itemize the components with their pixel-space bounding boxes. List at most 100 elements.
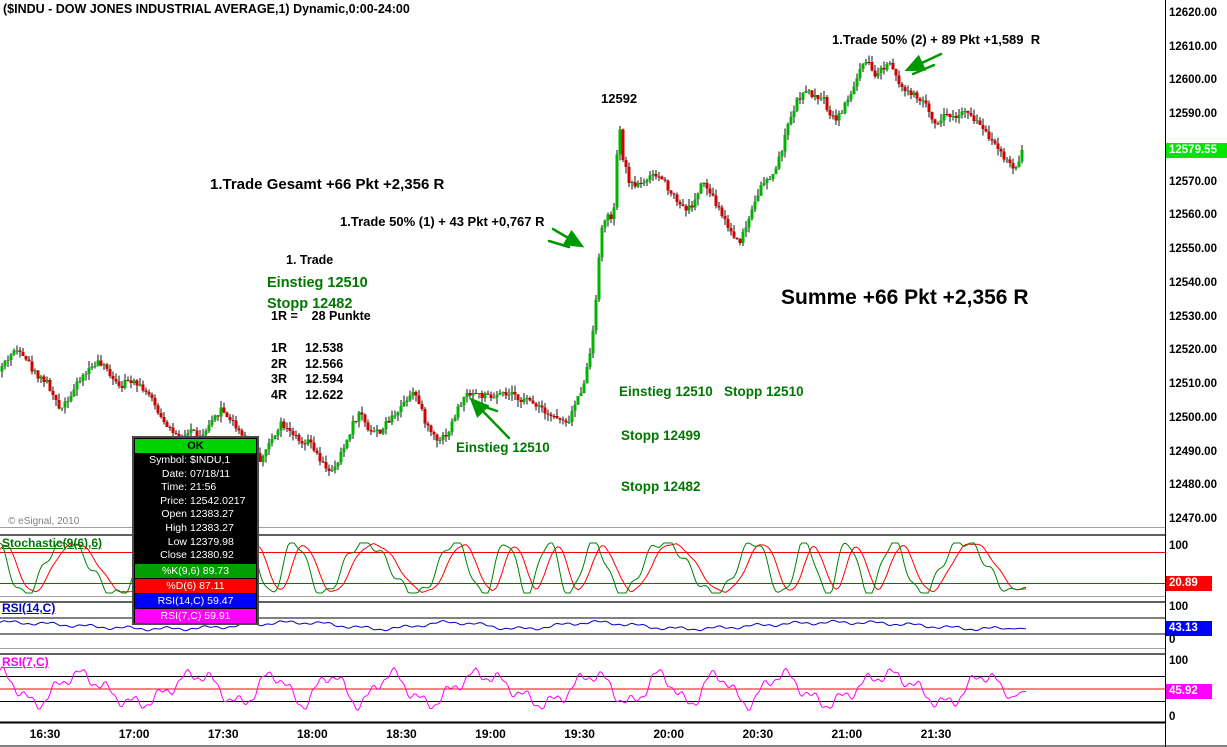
price-tick-label: 12530.00 [1169, 310, 1217, 323]
stochastic-value-badge: 20.89 [1166, 575, 1212, 591]
arrow-trade1 [551, 227, 585, 248]
tooltip-rows: Symbol: $INDU,1 Date: 07/18/11 Time: 21:56 Pri… [134, 454, 257, 563]
tooltip-row: High 12383.27 [134, 522, 257, 536]
arrow-trade1-b [547, 239, 571, 249]
time-tick-label: 19:30 [564, 727, 595, 741]
price-tick-label: 12500.00 [1169, 411, 1217, 424]
annotation-trade2: 1.Trade 50% (2) + 89 Pkt +1,589 R [832, 32, 1041, 47]
tooltip-study-row: RSI(7,C) 59.91 [135, 608, 256, 623]
tooltip-row: Date: 07/18/11 [134, 468, 257, 482]
panel-separator [0, 527, 1165, 536]
rsi14-value-badge: 43.13 [1166, 621, 1212, 637]
time-tick-label: 20:30 [742, 727, 774, 741]
tooltip-row-label: Date: [161, 467, 187, 480]
tooltip-row-value: 12379.98 [190, 535, 234, 548]
annotation-trade1: 1.Trade 50% (1) + 43 Pkt +0,767 R [340, 214, 545, 229]
panel-separator [0, 648, 1165, 655]
rsi7-panel-label: RSI(7,C) [2, 655, 49, 669]
price-tick-label: 12620.00 [1169, 7, 1217, 19]
tooltip-row-label: Close [160, 549, 187, 562]
price-tick-label: 12570.00 [1169, 175, 1217, 188]
tooltip-study-row: %K(9,6) 89.73 [135, 563, 256, 578]
annotation-stopp-12482-b: Stopp 12482 [621, 479, 701, 494]
time-tick-label: 19:00 [475, 727, 506, 741]
price-tick-label: 12560.00 [1169, 209, 1217, 222]
time-tick-label: 17:00 [118, 727, 150, 741]
tooltip-row-value: 21:56 [190, 481, 217, 494]
annotation-stopp-12499: Stopp 12499 [621, 428, 701, 443]
r-level-row: 1R 12.538 [271, 341, 343, 357]
esignal-watermark: © eSignal, 2010 [8, 516, 80, 527]
tooltip-row-label: Symbol: [149, 454, 187, 466]
tooltip-row: Symbol: $INDU,1 [134, 454, 257, 468]
r-level-row: 3R 12.594 [271, 372, 343, 388]
rsi7-scale-label: 100 [1169, 655, 1189, 667]
r-level-label: 3R [271, 372, 287, 387]
stochastic-scale-label: 100 [1169, 540, 1189, 552]
chart-title: ($INDU - DOW JONES INDUSTRIAL AVERAGE,1)… [3, 2, 410, 16]
annotation-high-label: 12592 [601, 91, 638, 106]
arrow-trade2-b [911, 63, 936, 76]
time-tick-label: 20:00 [653, 727, 685, 741]
rsi14-scale-label: 100 [1169, 601, 1189, 613]
r-level-value: 12.566 [305, 356, 344, 371]
r-level-value: 12.538 [305, 341, 344, 355]
last-price-badge: 12579.55 [1166, 142, 1227, 158]
tooltip-row: Low 12379.98 [134, 536, 257, 550]
tooltip-study-rows: %K(9,6) 89.73 %D(6) 87.11 RSI(14,C) 59.47 R… [134, 563, 257, 623]
price-tick-label: 12590.00 [1169, 108, 1217, 121]
tooltip-row: Close 12380.92 [134, 549, 257, 563]
tooltip-row-label: Price: [160, 494, 187, 507]
rsi7-scale-label: 0 [1169, 711, 1176, 723]
rsi14-line [0, 619, 1027, 632]
r-level-label: 1R [271, 341, 287, 355]
r-level-value: 12.594 [305, 372, 344, 387]
tooltip-study-row: %D(6) 87.11 [135, 578, 256, 593]
r-level-value: 12.622 [305, 387, 344, 402]
annotation-one-r: 1R = 28 Punkte [271, 309, 371, 323]
price-tick-label: 12540.00 [1169, 276, 1217, 289]
r-level-row: 4R 12.622 [271, 388, 343, 404]
price-tick-label: 12550.00 [1169, 243, 1217, 256]
tooltip-row-value: 07/18/11 [190, 467, 231, 480]
price-tick-label: 12480.00 [1169, 479, 1217, 492]
tooltip-ok-header[interactable]: OK [135, 439, 256, 453]
r-level-label: 4R [271, 387, 287, 402]
price-tick-label: 12510.00 [1169, 378, 1217, 391]
tooltip-row: Price: 12542.0217 [134, 495, 257, 509]
tooltip-row-label: Time: [161, 481, 187, 494]
r-level-row: 2R 12.566 [271, 357, 343, 373]
tooltip-row-value: 12383.27 [190, 508, 234, 521]
tooltip-row-label: Open [161, 508, 187, 521]
annotation-trade-gesamt: 1.Trade Gesamt +66 Pkt +2,356 R [210, 176, 445, 193]
panel-separator [0, 596, 1165, 603]
price-tick-label: 12490.00 [1169, 445, 1217, 458]
r-level-label: 2R [271, 356, 287, 371]
annotation-stopp-12482: Stopp 12482 [267, 296, 353, 312]
rsi7-value-badge: 45.92 [1166, 684, 1212, 700]
candles-layer [0, 55, 1024, 477]
tooltip-row-value: 12380.92 [190, 549, 234, 562]
rsi7-line [0, 666, 1027, 712]
tooltip-row-label: High [165, 521, 187, 534]
r-level-table: 1R 12.538 2R 12.566 3R 12.594 4R 12.622 [271, 341, 343, 403]
time-tick-label: 21:30 [920, 727, 952, 741]
tooltip-study-row: RSI(14,C) 59.47 [135, 593, 256, 608]
price-tick-label: 12600.00 [1169, 74, 1217, 87]
tooltip-row-value: 12383.27 [190, 521, 234, 534]
rsi14-scale-label: 0 [1169, 634, 1176, 646]
arrow-einstieg [469, 397, 511, 440]
time-tick-label: 16:30 [29, 727, 61, 741]
time-tick-label: 18:00 [296, 727, 328, 741]
stochastic-panel-label: Stochastic(9(6),6) [2, 536, 103, 550]
rsi14-panel-label: RSI(14,C) [2, 601, 56, 615]
data-tooltip: OK Symbol: $INDU,1 Date: 07/18/11 Time: 21:56… [133, 437, 258, 624]
time-tick-label: 17:30 [207, 727, 239, 741]
annotation-einstieg-stopp: Einstieg 12510 Stopp 12510 [619, 384, 804, 399]
annotation-einstieg-arrow: Einstieg 12510 [456, 440, 550, 455]
annotation-einstieg-12510: Einstieg 12510 [267, 275, 368, 291]
tooltip-row-value: $INDU,1 [190, 454, 231, 466]
tooltip-row-value: 12542.0217 [190, 494, 246, 507]
